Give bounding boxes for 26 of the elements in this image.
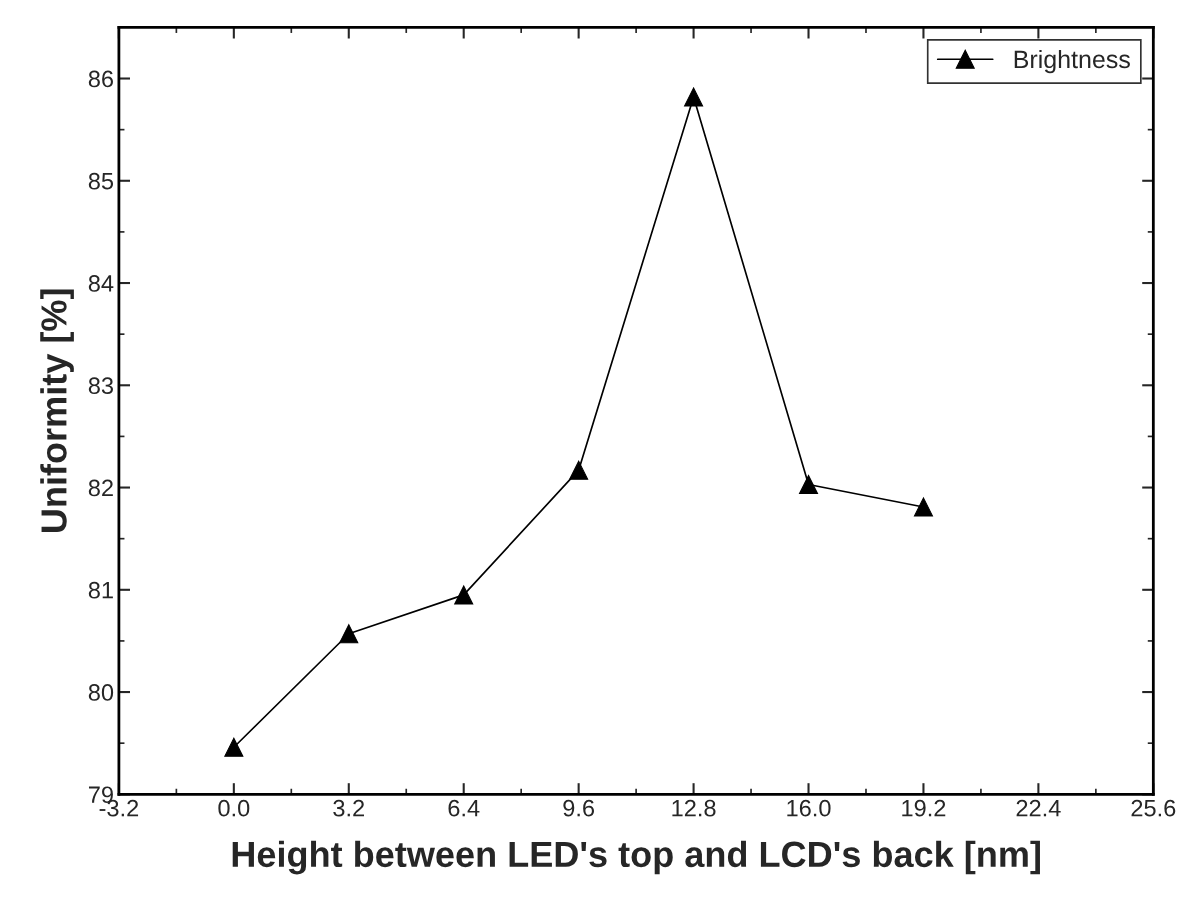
x-tick-label: 25.6 xyxy=(1131,799,1176,817)
point xyxy=(569,460,589,480)
point xyxy=(798,474,819,495)
x-tick-label: 3.2 xyxy=(333,799,364,817)
y-tick-label: 86 xyxy=(88,70,113,88)
y-tick-label: 80 xyxy=(88,684,114,701)
x-tick-label: 6.4 xyxy=(448,799,480,817)
legend-label: Brightness xyxy=(1014,49,1130,74)
y-tick-label: 82 xyxy=(88,479,113,497)
y-axis-title: Uniformity [%] xyxy=(40,289,74,533)
point xyxy=(339,624,359,644)
y-tick-label: 81 xyxy=(88,581,113,599)
point xyxy=(684,87,704,107)
y-tick-label: 85 xyxy=(88,172,114,190)
x-tick-label: 12.8 xyxy=(672,799,716,817)
y-tick-label: 84 xyxy=(88,275,114,292)
point xyxy=(224,737,244,757)
point xyxy=(913,497,933,517)
x-tick-label: 19.2 xyxy=(902,799,946,817)
x-axis-title: Height between LED's top and LCD's back [nm] xyxy=(232,840,1040,875)
x-tick-label: 22.4 xyxy=(1016,799,1061,817)
point xyxy=(454,585,474,605)
x-tick-label: 16.0 xyxy=(787,799,831,817)
x-tick-label: 9.6 xyxy=(563,799,595,817)
y-tick-label: 83 xyxy=(88,377,113,395)
x-tick-label: 0.0 xyxy=(218,799,250,817)
